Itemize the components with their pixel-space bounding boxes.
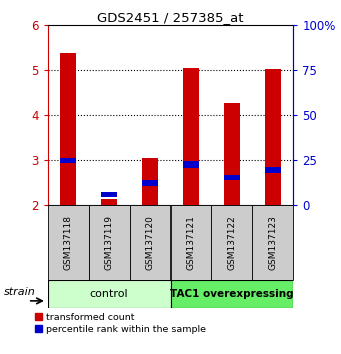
Text: TAC1 overexpressing: TAC1 overexpressing <box>170 289 294 299</box>
Bar <box>170 280 293 308</box>
Bar <box>252 205 293 280</box>
Bar <box>142 158 158 205</box>
Bar <box>48 280 170 308</box>
Bar <box>48 205 89 280</box>
Bar <box>224 103 240 205</box>
Text: strain: strain <box>3 287 35 297</box>
Bar <box>265 167 281 173</box>
Bar <box>265 69 281 205</box>
Text: GSM137119: GSM137119 <box>105 215 114 270</box>
Bar <box>101 192 117 197</box>
Text: GSM137121: GSM137121 <box>187 215 195 270</box>
Bar <box>183 68 199 205</box>
Bar <box>89 205 130 280</box>
Bar <box>130 205 170 280</box>
Title: GDS2451 / 257385_at: GDS2451 / 257385_at <box>97 11 244 24</box>
Text: GSM137118: GSM137118 <box>64 215 73 270</box>
Bar <box>211 205 252 280</box>
Text: GSM137122: GSM137122 <box>227 215 236 270</box>
Text: GSM137123: GSM137123 <box>268 215 277 270</box>
Bar <box>170 205 211 280</box>
Bar <box>60 53 76 205</box>
Bar <box>224 175 240 179</box>
Legend: transformed count, percentile rank within the sample: transformed count, percentile rank withi… <box>35 313 206 333</box>
Bar <box>60 158 76 163</box>
Bar <box>183 161 199 168</box>
Text: control: control <box>90 289 129 299</box>
Text: GSM137120: GSM137120 <box>146 215 154 270</box>
Bar <box>142 181 158 186</box>
Bar <box>101 199 117 205</box>
